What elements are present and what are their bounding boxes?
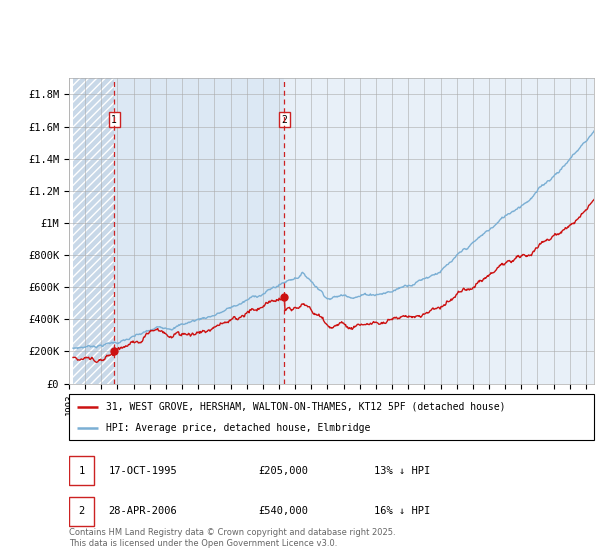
Text: £205,000: £205,000: [258, 466, 308, 476]
Text: 1: 1: [111, 115, 117, 125]
Text: 2: 2: [79, 506, 85, 516]
Text: £540,000: £540,000: [258, 506, 308, 516]
Text: 2: 2: [281, 115, 287, 125]
Text: 28-APR-2006: 28-APR-2006: [109, 506, 177, 516]
Bar: [69, 456, 94, 486]
Bar: [73, 78, 114, 384]
Text: 31, WEST GROVE, HERSHAM, WALTON-ON-THAMES, KT12 5PF (detached house): 31, WEST GROVE, HERSHAM, WALTON-ON-THAME…: [106, 402, 505, 412]
Bar: [69, 497, 94, 526]
Text: Contains HM Land Registry data © Crown copyright and database right 2025.
This d: Contains HM Land Registry data © Crown c…: [69, 528, 395, 548]
Text: 1: 1: [79, 466, 85, 476]
Text: 13% ↓ HPI: 13% ↓ HPI: [373, 466, 430, 476]
Text: HPI: Average price, detached house, Elmbridge: HPI: Average price, detached house, Elmb…: [106, 423, 370, 433]
Bar: [114, 78, 284, 384]
Text: 17-OCT-1995: 17-OCT-1995: [109, 466, 177, 476]
Text: 16% ↓ HPI: 16% ↓ HPI: [373, 506, 430, 516]
Bar: [284, 78, 594, 384]
